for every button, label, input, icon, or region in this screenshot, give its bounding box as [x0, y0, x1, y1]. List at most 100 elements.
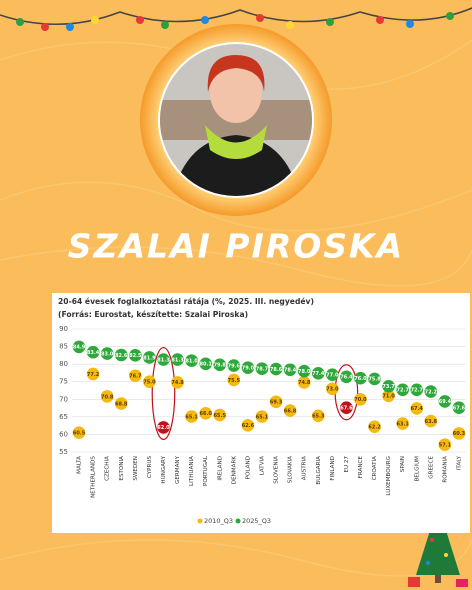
- x-tick-label: ITALY: [456, 455, 462, 470]
- data-dot: [100, 347, 114, 360]
- x-tick-label: GERMANY: [175, 455, 181, 484]
- x-tick-label: LATVIA: [259, 456, 265, 476]
- data-label: 75.0: [143, 380, 156, 386]
- x-tick-label: AUSTRIA: [302, 456, 308, 480]
- x-tick-label: HUNGARY: [161, 455, 167, 483]
- data-label: 74.8: [298, 380, 311, 386]
- data-dot: [424, 414, 438, 428]
- x-tick-label: LUXEMBOURG: [386, 456, 392, 496]
- data-dot: [283, 363, 297, 377]
- data-label: 69.3: [270, 400, 283, 406]
- legend-swatch: [197, 518, 203, 524]
- data-dot: [72, 340, 86, 354]
- data-dot: [396, 417, 409, 430]
- data-dot: [185, 410, 198, 423]
- data-label: 57.1: [439, 442, 452, 448]
- data-label: 81.3: [171, 357, 184, 363]
- data-dot: [297, 376, 311, 389]
- data-dot: [129, 349, 142, 362]
- data-label: 65.3: [312, 414, 325, 420]
- x-tick-label: GREECE: [428, 456, 434, 479]
- data-dot: [255, 362, 269, 376]
- data-dot: [213, 408, 227, 422]
- y-tick-label: 90: [59, 325, 68, 333]
- data-dot: [114, 397, 128, 410]
- x-tick-label: CROATIA: [372, 456, 378, 481]
- data-dot: [241, 418, 255, 432]
- x-tick-label: MALTA: [77, 456, 83, 474]
- x-tick-label: ROMANIA: [442, 456, 448, 483]
- legend-swatch: [235, 518, 241, 524]
- data-dot: [326, 368, 339, 381]
- data-label: 79.8: [214, 363, 227, 369]
- data-dot: [410, 402, 424, 415]
- data-dot: [354, 392, 367, 406]
- x-tick-label: BULGARIA: [316, 456, 322, 485]
- data-label: 68.8: [115, 401, 128, 407]
- data-dot: [438, 395, 452, 408]
- x-tick-label: EU 27: [344, 456, 350, 473]
- chart-title: 20-64 évesek foglalkoztatási rátája (%, …: [58, 297, 314, 306]
- data-dot: [100, 390, 114, 403]
- data-label: 71.0: [382, 394, 395, 400]
- data-dot: [368, 372, 381, 386]
- data-dot: [311, 409, 325, 423]
- data-label: 66.0: [200, 411, 213, 417]
- data-label: 67.6: [340, 406, 353, 412]
- data-label: 78.6: [270, 367, 283, 373]
- data-dot: [382, 389, 395, 403]
- data-dot: [171, 376, 184, 389]
- data-dot: [438, 438, 452, 451]
- data-label: 76.0: [354, 376, 367, 382]
- data-label: 74.8: [171, 380, 184, 386]
- legend-label: 2010_Q3: [204, 517, 233, 525]
- data-label: 80.1: [200, 362, 213, 368]
- data-dot: [227, 373, 241, 387]
- data-label: 79.0: [242, 365, 255, 371]
- x-tick-label: PORTUGAL: [203, 455, 209, 486]
- data-label: 65.1: [256, 414, 269, 420]
- data-dot: [199, 357, 212, 371]
- data-dot: [368, 420, 381, 433]
- data-label: 82.5: [129, 353, 142, 359]
- x-tick-label: LITHUANIA: [189, 456, 195, 486]
- data-dot: [424, 385, 438, 398]
- data-dot: [171, 353, 184, 366]
- data-dot: [340, 401, 353, 415]
- data-label: 70.0: [354, 397, 367, 403]
- data-label: 76.4: [340, 375, 353, 381]
- y-tick-label: 60: [59, 430, 68, 438]
- data-dot: [86, 345, 100, 359]
- data-label: 72.7: [411, 388, 424, 394]
- data-dot: [199, 407, 212, 420]
- data-label: 60.3: [453, 431, 466, 437]
- data-dot: [213, 358, 227, 372]
- x-tick-label: BELGIUM: [414, 456, 420, 482]
- y-tick-label: 70: [59, 395, 68, 403]
- data-label: 70.8: [101, 394, 114, 400]
- data-dot: [157, 421, 170, 434]
- data-label: 62.2: [368, 424, 381, 430]
- legend-label: 2025_Q3: [242, 517, 271, 525]
- data-dot: [297, 364, 311, 378]
- data-dot: [129, 369, 142, 383]
- data-label: 81.0: [185, 358, 198, 364]
- data-dot: [396, 383, 409, 397]
- data-dot: [143, 351, 156, 364]
- data-label: 67.6: [453, 406, 466, 412]
- y-tick-label: 55: [59, 448, 68, 456]
- data-label: 78.7: [256, 367, 269, 373]
- data-dot: [311, 366, 325, 380]
- data-dot: [340, 370, 353, 384]
- y-tick-label: 75: [59, 378, 68, 386]
- data-label: 60.5: [73, 430, 86, 436]
- data-dot: [283, 404, 297, 417]
- data-label: 65.5: [214, 413, 227, 419]
- data-label: 76.7: [129, 374, 142, 380]
- x-tick-label: FRANCE: [358, 456, 364, 479]
- data-dot: [241, 361, 255, 374]
- data-label: 72.2: [425, 389, 438, 395]
- data-label: 78.4: [284, 368, 297, 374]
